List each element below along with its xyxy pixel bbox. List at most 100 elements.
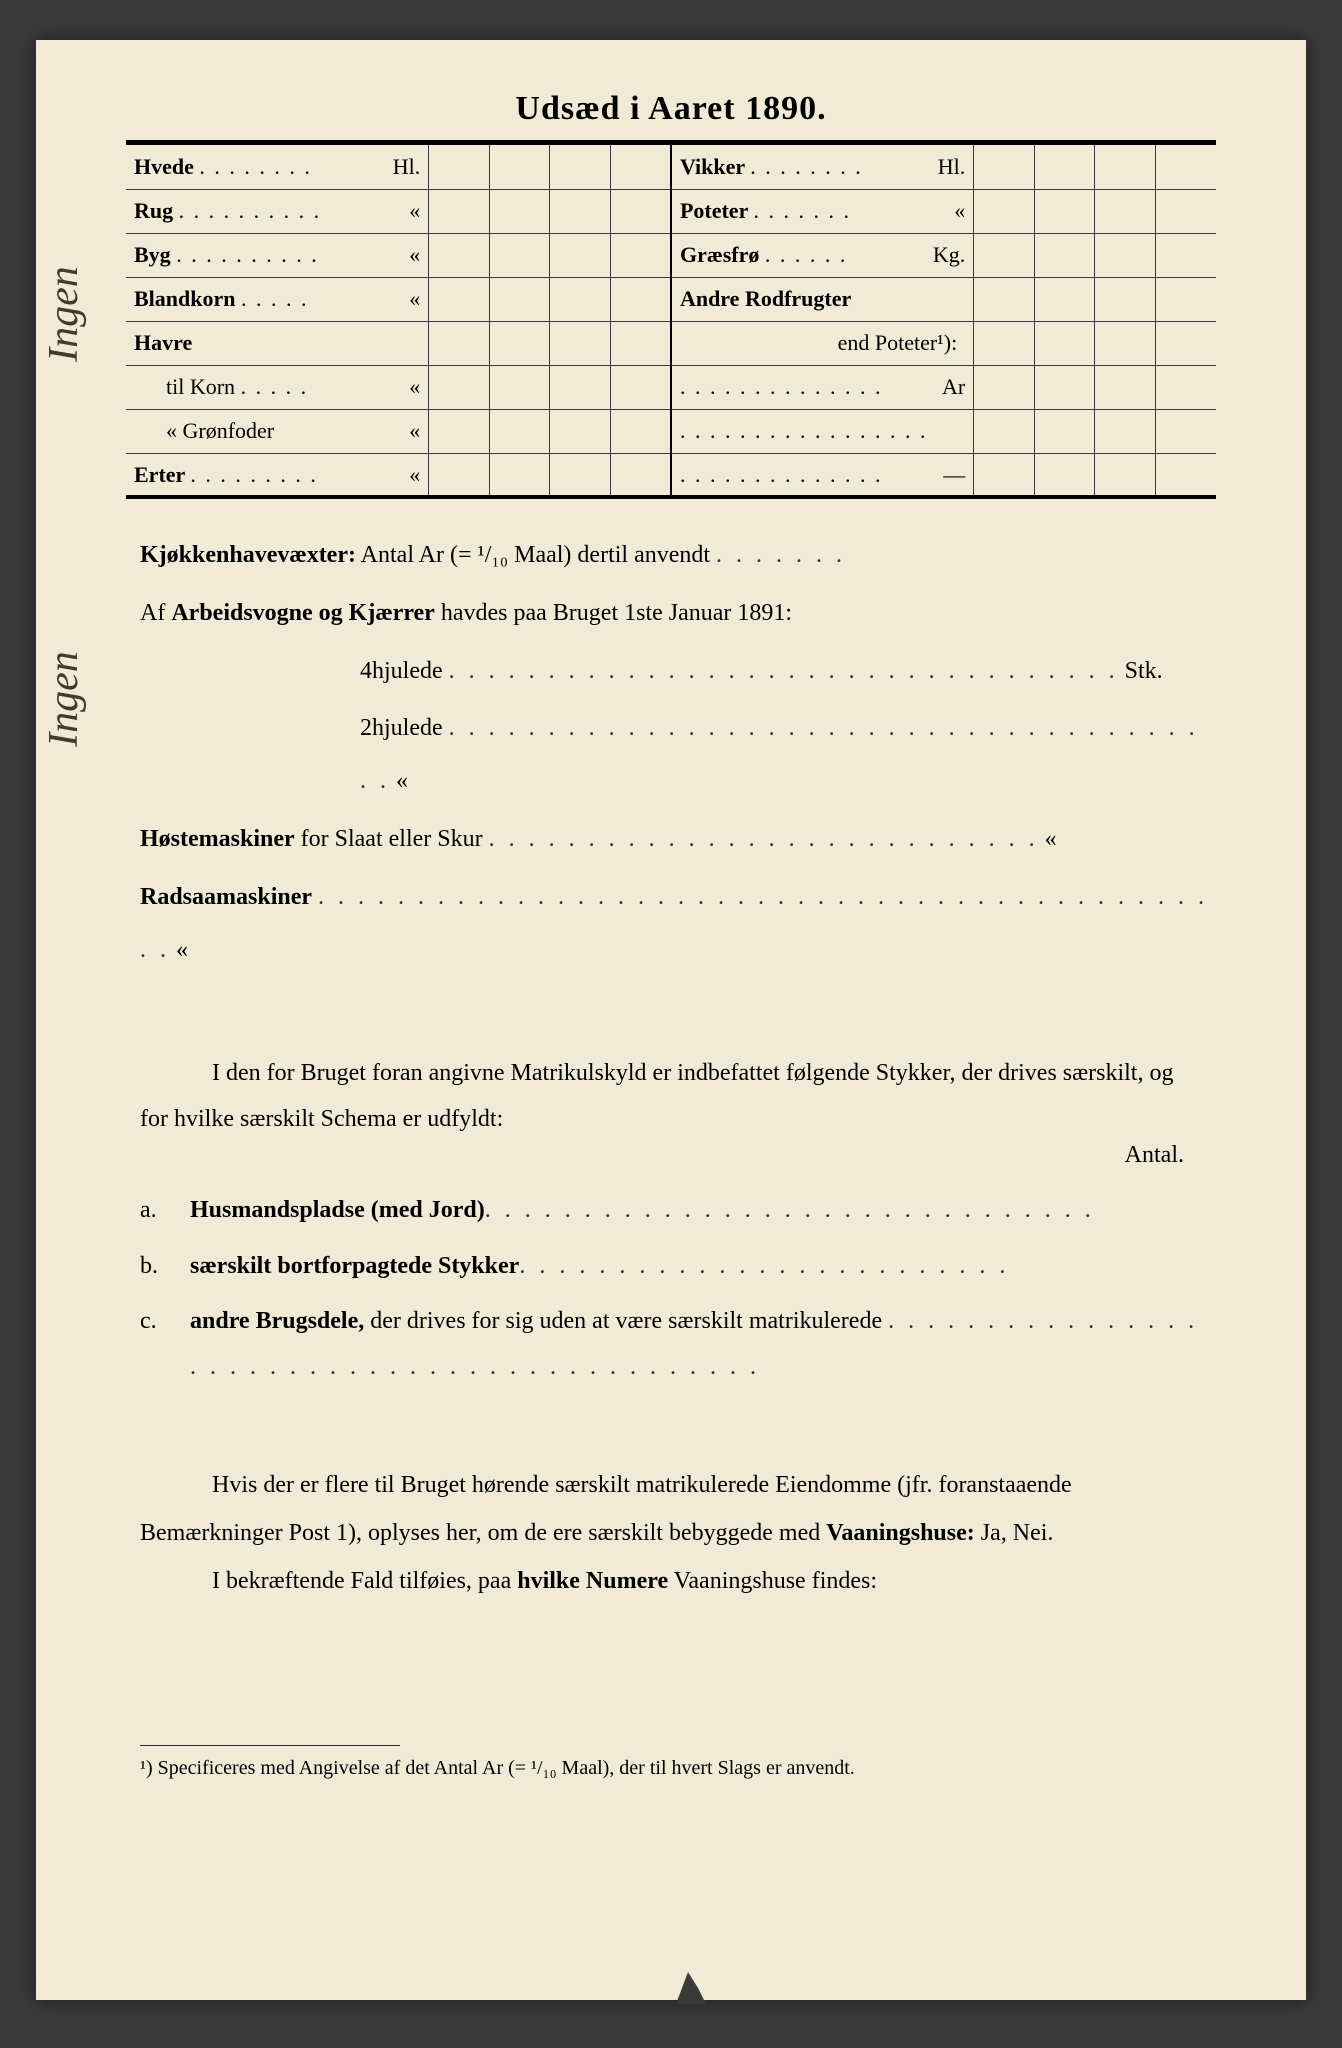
harvest-value-cell xyxy=(974,453,1035,497)
kjokken-dots: . . . . . . . xyxy=(716,542,846,568)
harvest-value-cell xyxy=(1034,277,1095,321)
harvest-label-right: Vikker . . . . . . . .Hl. xyxy=(671,145,974,189)
handwritten-annotation-2: Ingen xyxy=(40,651,88,747)
harvest-row: « Grønfoder« . . . . . . . . . . . . . .… xyxy=(126,409,1216,453)
matrikul-list-item: b.særskilt bortforpagtede Stykker. . . .… xyxy=(140,1244,1202,1290)
wagons-4wheel: 4hjulede . . . . . . . . . . . . . . . .… xyxy=(140,645,1216,698)
harvest-value-cell xyxy=(610,233,671,277)
harvest-label-left: Blandkorn . . . . .« xyxy=(126,277,429,321)
harvest-label-left: Havre xyxy=(126,321,429,365)
harvest-value-cell xyxy=(1155,453,1216,497)
radsaa-unit: « xyxy=(176,937,188,963)
radsaa-line: Radsaamaskiner . . . . . . . . . . . . .… xyxy=(140,871,1216,977)
harvest-value-cell xyxy=(974,233,1035,277)
wagons-prefix: Af xyxy=(140,600,165,626)
harvest-value-cell xyxy=(429,409,490,453)
hoste-unit: « xyxy=(1045,826,1057,852)
harvest-value-cell xyxy=(550,277,611,321)
harvest-value-cell xyxy=(429,189,490,233)
harvest-value-cell xyxy=(489,145,550,189)
harvest-value-cell xyxy=(974,277,1035,321)
harvest-value-cell xyxy=(1155,321,1216,365)
page-tear xyxy=(636,1964,736,2004)
harvest-value-cell xyxy=(974,189,1035,233)
list-letter: b. xyxy=(140,1244,190,1290)
wagons-4-dots: . . . . . . . . . . . . . . . . . . . . … xyxy=(449,658,1119,684)
vaaning-p1-bold: Vaaningshuse: xyxy=(826,1520,975,1546)
harvest-label-right: Andre Rodfrugter xyxy=(671,277,974,321)
hoste-bold: Høstemaskiner xyxy=(140,826,295,852)
harvest-value-cell xyxy=(550,189,611,233)
harvest-value-cell xyxy=(974,321,1035,365)
list-text: særskilt bortforpagtede Stykker. . . . .… xyxy=(190,1244,1202,1290)
hoste-line: Høstemaskiner for Slaat eller Skur . . .… xyxy=(140,813,1216,866)
list-text: Husmandspladse (med Jord). . . . . . . .… xyxy=(190,1188,1202,1234)
harvest-label-left: Hvede . . . . . . . .Hl. xyxy=(126,145,429,189)
harvest-value-cell xyxy=(489,453,550,497)
harvest-value-cell xyxy=(1155,145,1216,189)
harvest-value-cell xyxy=(974,365,1035,409)
harvest-value-cell xyxy=(1034,453,1095,497)
vaaning-section: Hvis der er flere til Bruget hørende sær… xyxy=(126,1461,1216,1605)
wagons-line: Af Arbeidsvogne og Kjærrer havdes paa Br… xyxy=(140,587,1216,640)
wagons-4-label: 4hjulede xyxy=(360,658,443,684)
harvest-value-cell xyxy=(974,409,1035,453)
harvest-value-cell xyxy=(1095,233,1156,277)
harvest-value-cell xyxy=(489,233,550,277)
harvest-value-cell xyxy=(550,321,611,365)
radsaa-bold: Radsaamaskiner xyxy=(140,884,312,910)
harvest-row: Rug . . . . . . . . . .« Poteter . . . . … xyxy=(126,189,1216,233)
list-letter: a. xyxy=(140,1188,190,1234)
harvest-label-right: . . . . . . . . . . . . . .— xyxy=(671,453,974,497)
harvest-value-cell xyxy=(1155,233,1216,277)
harvest-value-cell xyxy=(550,233,611,277)
harvest-value-cell xyxy=(1034,145,1095,189)
vaaning-p2-suffix: Vaaningshuse findes: xyxy=(674,1568,877,1594)
harvest-label-left: til Korn . . . . .« xyxy=(126,365,429,409)
harvest-value-cell xyxy=(489,277,550,321)
harvest-value-cell xyxy=(974,145,1035,189)
harvest-row: Erter . . . . . . . . .« . . . . . . . .… xyxy=(126,453,1216,497)
harvest-value-cell xyxy=(1095,189,1156,233)
table-bottom-rule xyxy=(126,495,1216,499)
harvest-value-cell xyxy=(1034,365,1095,409)
harvest-row: til Korn . . . . .« . . . . . . . . . . … xyxy=(126,365,1216,409)
harvest-value-cell xyxy=(429,145,490,189)
harvest-value-cell xyxy=(489,409,550,453)
wagons-bold: Arbeidsvogne og Kjærrer xyxy=(171,600,435,626)
list-text: andre Brugsdele, der drives for sig uden… xyxy=(190,1299,1202,1390)
wagons-2-dots: . . . . . . . . . . . . . . . . . . . . … xyxy=(360,715,1199,794)
harvest-value-cell xyxy=(1095,453,1156,497)
harvest-label-left: Rug . . . . . . . . . .« xyxy=(126,189,429,233)
hoste-dots: . . . . . . . . . . . . . . . . . . . . … xyxy=(489,826,1039,852)
harvest-value-cell xyxy=(489,189,550,233)
spacer xyxy=(126,981,1216,1051)
harvest-label-right: Poteter . . . . . . .« xyxy=(671,189,974,233)
harvest-value-cell xyxy=(1095,409,1156,453)
harvest-value-cell xyxy=(1095,365,1156,409)
kjokken-label: Kjøkkenhavevæxter: xyxy=(140,542,356,568)
harvest-value-cell xyxy=(1034,189,1095,233)
harvest-value-cell xyxy=(610,365,671,409)
matrikul-list-item: c.andre Brugsdele, der drives for sig ud… xyxy=(140,1299,1202,1390)
vaaning-p1-suffix: Ja, Nei. xyxy=(981,1520,1054,1546)
harvest-label-right: end Poteter¹): xyxy=(671,321,974,365)
wagons-2wheel: 2hjulede . . . . . . . . . . . . . . . .… xyxy=(140,702,1216,808)
wagons-4-unit: Stk. xyxy=(1125,658,1163,684)
wagons-2-unit: « xyxy=(396,768,408,794)
harvest-value-cell xyxy=(610,321,671,365)
hoste-text: for Slaat eller Skur xyxy=(301,826,483,852)
harvest-value-cell xyxy=(610,277,671,321)
harvest-value-cell xyxy=(610,145,671,189)
matrikul-section: I den for Bruget foran angivne Matrikuls… xyxy=(126,1051,1216,1390)
harvest-value-cell xyxy=(489,365,550,409)
vaaning-para2: I bekræftende Fald tilføies, paa hvilke … xyxy=(140,1557,1202,1605)
matrikul-intro: I den for Bruget foran angivne Matrikuls… xyxy=(140,1051,1202,1142)
list-letter: c. xyxy=(140,1299,190,1390)
harvest-value-cell xyxy=(1155,365,1216,409)
harvest-value-cell xyxy=(550,453,611,497)
matrikul-list-item: a.Husmandspladse (med Jord). . . . . . .… xyxy=(140,1188,1202,1234)
harvest-value-cell xyxy=(610,189,671,233)
harvest-value-cell xyxy=(550,145,611,189)
harvest-value-cell xyxy=(1095,321,1156,365)
